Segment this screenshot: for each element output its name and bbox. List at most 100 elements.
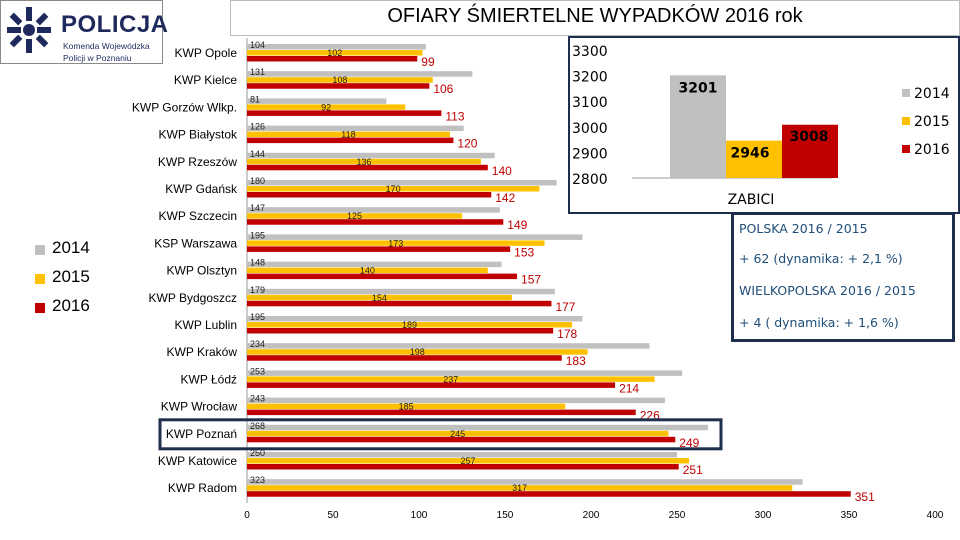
value-label-2016-kwp-poznań: 249 xyxy=(679,436,699,450)
value-label-2014-kwp-kielce: 131 xyxy=(250,67,265,77)
logo-title: POLICJA xyxy=(61,11,169,38)
bar-2015-kwp-gorzów-wlkp xyxy=(247,104,406,110)
bar-2015-kwp-poznań xyxy=(247,430,669,437)
logo-subtitle-1: Komenda Wojewódzka xyxy=(63,41,150,51)
x-tick-label-300: 300 xyxy=(755,510,772,521)
bar-2016-kwp-olsztyn xyxy=(247,273,518,280)
x-tick-label-250: 250 xyxy=(669,510,686,521)
value-label-2014-kwp-gorzów-wlkp: 81 xyxy=(250,94,260,104)
bar-2014-kwp-lublin xyxy=(247,316,583,322)
category-label-ksp-warszawa: KSP Warszawa xyxy=(154,236,237,250)
bar-2016-kwp-rzeszów xyxy=(247,164,488,171)
category-label-kwp-radom: KWP Radom xyxy=(168,481,237,495)
category-label-kwp-bydgoszcz: KWP Bydgoszcz xyxy=(149,291,237,305)
legend-swatch-2015 xyxy=(35,274,45,284)
bar-2015-kwp-katowice xyxy=(247,458,690,464)
bar-2016-kwp-gdańsk xyxy=(247,192,492,198)
bar-2014-kwp-szczecin xyxy=(247,207,500,213)
legend-label-2015: 2015 xyxy=(52,267,90,286)
value-label-2014-kwp-opole: 104 xyxy=(250,40,265,50)
value-label-2016-kwp-kielce: 106 xyxy=(433,82,453,96)
x-tick-label-150: 150 xyxy=(497,510,514,521)
value-label-2014-kwp-bydgoszcz: 179 xyxy=(250,285,265,295)
category-label-kwp-rzeszów: KWP Rzeszów xyxy=(158,155,237,169)
info-poland-heading: POLSKA 2016 / 2015 xyxy=(739,221,868,236)
value-label-2016-kwp-radom: 351 xyxy=(855,490,875,504)
value-label-2014-kwp-lublin: 195 xyxy=(250,312,265,322)
x-tick-label-400: 400 xyxy=(927,510,944,521)
bar-2015-kwp-rzeszów xyxy=(247,158,481,165)
value-label-2014-kwp-kraków: 234 xyxy=(250,339,265,349)
legend-swatch-2016 xyxy=(35,303,45,313)
inset-bar-2016 xyxy=(782,124,838,178)
inset-bar-chart: 3300 3200 3100 3000 2900 2800 3201 2946 3008 ZABI… xyxy=(572,44,950,208)
value-label-2016-kwp-kraków: 183 xyxy=(566,354,586,368)
bar-2016-kwp-wrocław xyxy=(247,409,636,416)
bar-2015-kwp-lublin xyxy=(247,322,573,328)
police-logo: POLICJA Komenda Wojewódzka Policji w Poz… xyxy=(0,0,168,64)
inset-legend-label-2015: 2015 xyxy=(914,114,950,130)
bar-2016-kwp-opole xyxy=(247,56,418,62)
value-label-2014-kwp-gdańsk: 180 xyxy=(250,176,265,186)
bar-2016-ksp-warszawa xyxy=(247,246,511,252)
inset-value-label-2016: 3008 xyxy=(790,129,829,145)
value-label-2015-kwp-olsztyn: 140 xyxy=(360,266,375,276)
chart-title: OFIARY ŚMIERTELNE WYPADKÓW 2016 rok xyxy=(387,5,803,27)
bar-2015-kwp-opole xyxy=(247,50,423,56)
bar-2014-ksp-warszawa xyxy=(247,234,583,240)
value-label-2014-kwp-łódź: 253 xyxy=(250,366,265,376)
bar-2014-kwp-radom xyxy=(247,479,803,485)
inset-x-label: ZABICI xyxy=(728,192,775,208)
bar-2014-kwp-kielce xyxy=(247,71,473,77)
bar-2014-kwp-olsztyn xyxy=(247,261,502,268)
bar-2015-kwp-wrocław xyxy=(247,403,566,410)
inset-legend-swatch-2014 xyxy=(902,89,910,97)
category-label-kwp-łódź: KWP Łódź xyxy=(181,372,237,386)
bar-2015-kwp-gdańsk xyxy=(247,186,540,192)
bar-2016-kwp-szczecin xyxy=(247,219,504,225)
bar-2015-kwp-łódź xyxy=(247,376,655,382)
title-box xyxy=(230,0,960,36)
value-label-2015-kwp-białystok: 118 xyxy=(341,130,355,140)
x-tick-label-350: 350 xyxy=(841,510,858,521)
bar-2015-kwp-szczecin xyxy=(247,213,462,219)
category-label-kwp-gorzów-wlkp: KWP Gorzów Wlkp. xyxy=(132,100,237,114)
bar-2016-kwp-radom xyxy=(247,491,851,497)
legend-swatch-2014 xyxy=(35,245,45,255)
value-label-2015-kwp-kraków: 198 xyxy=(410,347,425,357)
value-label-2015-kwp-opole: 102 xyxy=(327,48,342,58)
inset-y-tick-3200: 3200 xyxy=(572,70,608,86)
value-label-2015-kwp-poznań: 245 xyxy=(450,429,465,439)
value-label-2015-kwp-gdańsk: 170 xyxy=(386,184,401,194)
info-wielkopolska-heading: WIELKOPOLSKA 2016 / 2015 xyxy=(739,283,916,298)
value-label-2016-ksp-warszawa: 153 xyxy=(514,245,534,259)
value-label-2014-kwp-olsztyn: 148 xyxy=(250,258,265,268)
bar-2014-kwp-kraków xyxy=(247,343,650,349)
category-label-kwp-olsztyn: KWP Olsztyn xyxy=(167,264,237,278)
value-label-2014-kwp-wrocław: 243 xyxy=(250,394,265,404)
inset-y-tick-2800: 2800 xyxy=(572,172,608,188)
inset-y-tick-3000: 3000 xyxy=(572,121,608,137)
bar-2014-kwp-gorzów-wlkp xyxy=(247,98,387,104)
highlight-box-poznan xyxy=(158,418,723,451)
bar-2015-kwp-olsztyn xyxy=(247,267,488,274)
inset-bar-2015 xyxy=(726,140,782,178)
category-label-kwp-poznań: KWP Poznań xyxy=(166,427,237,441)
category-label-kwp-gdańsk: KWP Gdańsk xyxy=(165,182,238,196)
value-label-2015-kwp-gorzów-wlkp: 92 xyxy=(321,102,331,112)
x-tick-label-200: 200 xyxy=(583,510,600,521)
value-label-2015-kwp-radom: 317 xyxy=(512,483,527,493)
info-panel: POLSKA 2016 / 2015 + 62 (dynamika: + 2,1… xyxy=(731,212,955,342)
x-tick-label-50: 50 xyxy=(327,510,339,521)
bar-2016-kwp-katowice xyxy=(247,464,679,470)
value-label-2016-kwp-białystok: 120 xyxy=(457,137,477,151)
value-label-2014-kwp-poznań: 268 xyxy=(250,421,265,431)
value-label-2015-kwp-łódź: 237 xyxy=(443,374,458,384)
bar-2014-kwp-wrocław xyxy=(247,397,665,404)
inset-legend-swatch-2015 xyxy=(902,117,910,125)
value-label-2014-kwp-białystok: 126 xyxy=(250,122,265,132)
value-label-2015-kwp-wrocław: 185 xyxy=(399,402,414,412)
category-label-kwp-wrocław: KWP Wrocław xyxy=(161,400,238,414)
value-label-2016-kwp-łódź: 214 xyxy=(619,381,639,395)
value-label-2016-kwp-gorzów-wlkp: 113 xyxy=(445,109,464,123)
